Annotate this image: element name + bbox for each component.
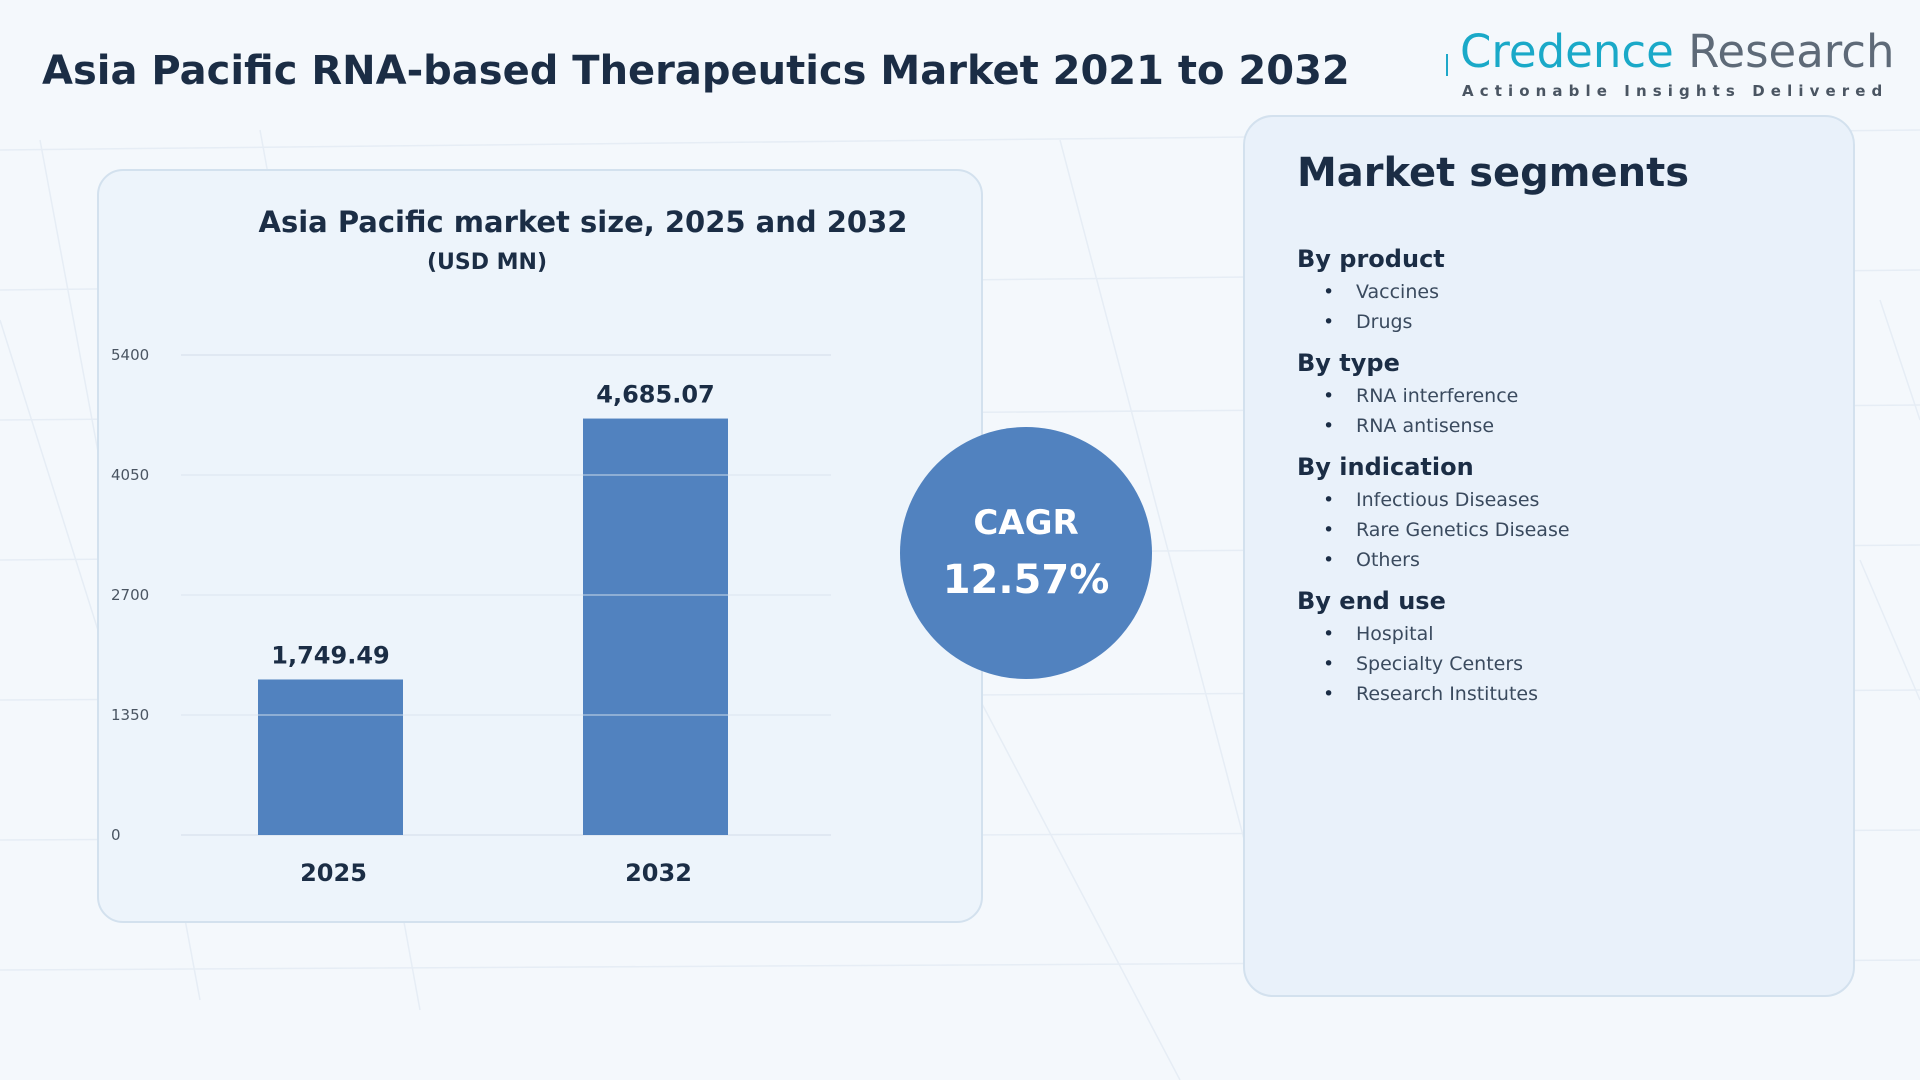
bullet-icon: •	[1323, 653, 1335, 675]
segment-item-label: Infectious Diseases	[1356, 489, 1540, 511]
segment-item: • RNA interference	[1297, 381, 1570, 411]
segment-item-label: Rare Genetics Disease	[1356, 519, 1570, 541]
segment-group: By indication • Infectious Diseases • Rare G…	[1297, 449, 1570, 575]
x-category-label: 2032	[625, 859, 692, 887]
y-tick-label: 2700	[111, 586, 149, 604]
segment-item: • Research Institutes	[1297, 679, 1570, 709]
chart-subtitle: (USD MN)	[427, 250, 547, 275]
y-tick-label: 5400	[111, 346, 149, 364]
cagr-badge: CAGR 12.57%	[900, 427, 1152, 679]
segment-item-label: Vaccines	[1356, 281, 1439, 303]
segment-item-label: Drugs	[1356, 311, 1413, 333]
logo-mark-icon	[1446, 54, 1448, 76]
logo-name: Credence Research	[1460, 26, 1895, 78]
segment-group: By product • Vaccines • Drugs	[1297, 241, 1570, 337]
segment-item-label: RNA interference	[1356, 385, 1519, 407]
bullet-icon: •	[1323, 415, 1335, 437]
bullet-icon: •	[1323, 489, 1335, 511]
bar	[583, 418, 728, 835]
segment-item-label: Others	[1356, 549, 1420, 571]
segment-group: By end use • Hospital • Specialty Centers • Re…	[1297, 583, 1570, 709]
bar-chart: Asia Pacific market size, 2025 and 2032 …	[111, 205, 908, 887]
segment-group-title: By indication	[1297, 453, 1474, 481]
bar-value-label: 4,685.07	[596, 381, 714, 409]
market-segments-card: Market segments By product • Vaccines • Drug…	[1243, 115, 1855, 997]
segments-list: By product • Vaccines • Drugs By type • RNA int…	[1297, 241, 1570, 717]
chart-title: Asia Pacific market size, 2025 and 2032	[259, 205, 908, 239]
segment-group-title: By end use	[1297, 587, 1446, 615]
segment-item-label: Specialty Centers	[1356, 653, 1524, 675]
segments-title: Market segments	[1297, 150, 1690, 196]
bullet-icon: •	[1323, 549, 1335, 571]
segment-group-title: By type	[1297, 349, 1400, 377]
segment-group: By type • RNA interference • RNA antisense	[1297, 345, 1570, 441]
segment-item: • Others	[1297, 545, 1570, 575]
bullet-icon: •	[1323, 311, 1335, 333]
bullet-icon: •	[1323, 281, 1335, 303]
y-tick-label: 1350	[111, 706, 149, 724]
bar-layer	[258, 418, 728, 835]
segment-item: • Infectious Diseases	[1297, 485, 1570, 515]
overlay-layer: 1,749.49 2025 4,685.07 2032	[181, 381, 831, 887]
grid-layer: 0 1350 2700 4050 5400	[111, 346, 831, 844]
logo-tagline: Actionable Insights Delivered	[1462, 82, 1889, 100]
y-tick-label: 0	[111, 826, 121, 844]
segment-item-label: Hospital	[1356, 623, 1434, 645]
segment-item: • Rare Genetics Disease	[1297, 515, 1570, 545]
chart-card: Asia Pacific market size, 2025 and 2032 …	[97, 169, 983, 923]
segment-item: • Hospital	[1297, 619, 1570, 649]
segment-item: • Drugs	[1297, 307, 1570, 337]
segment-item-label: Research Institutes	[1356, 683, 1538, 705]
segment-item: • Specialty Centers	[1297, 649, 1570, 679]
segment-item: • Vaccines	[1297, 277, 1570, 307]
logo-name-part2: Research	[1688, 25, 1895, 78]
bullet-icon: •	[1323, 519, 1335, 541]
bullet-icon: •	[1323, 623, 1335, 645]
page-title: Asia Pacific RNA-based Therapeutics Mark…	[42, 48, 1350, 94]
x-category-label: 2025	[300, 859, 367, 887]
logo-name-part1: Credence	[1460, 25, 1674, 78]
bar	[258, 679, 403, 835]
bullet-icon: •	[1323, 385, 1335, 407]
segment-item-label: RNA antisense	[1356, 415, 1495, 437]
y-tick-label: 4050	[111, 466, 149, 484]
cagr-label: CAGR	[973, 503, 1079, 543]
cagr-value: 12.57%	[942, 557, 1110, 603]
segment-item: • RNA antisense	[1297, 411, 1570, 441]
segment-group-title: By product	[1297, 245, 1445, 273]
bullet-icon: •	[1323, 683, 1335, 705]
bar-value-label: 1,749.49	[271, 641, 389, 669]
